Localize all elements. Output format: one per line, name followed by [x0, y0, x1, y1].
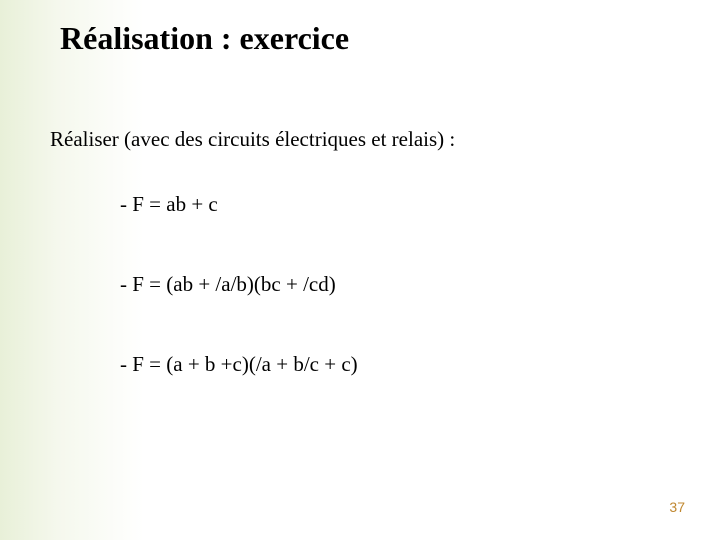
slide-container: Réalisation : exercice Réaliser (avec de…	[0, 0, 720, 540]
equation-1: - F = ab + c	[120, 192, 680, 217]
exercise-prompt: Réaliser (avec des circuits électriques …	[50, 127, 680, 152]
slide-title: Réalisation : exercice	[60, 20, 680, 57]
equation-2: - F = (ab + /a/b)(bc + /cd)	[120, 272, 680, 297]
page-number: 37	[669, 499, 685, 515]
equation-3: - F = (a + b +c)(/a + b/c + c)	[120, 352, 680, 377]
